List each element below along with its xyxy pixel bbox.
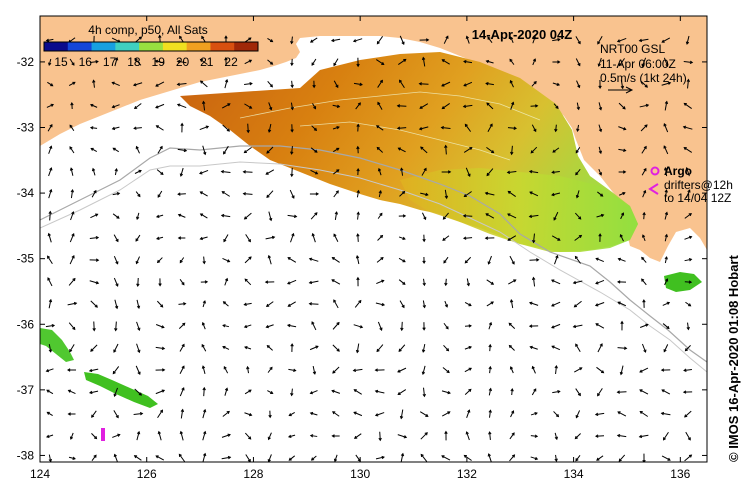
argo-float-track (101, 428, 105, 441)
argo-label: Argo (664, 164, 692, 178)
colorbar-segment (210, 42, 234, 51)
colorbar-tick-label: 16 (79, 55, 93, 69)
drifter-time-label: to 14/04 12Z (664, 191, 731, 205)
lat-tick-label: -33 (17, 121, 35, 135)
lat-tick-label: -38 (17, 448, 35, 462)
lon-tick-label: 124 (30, 467, 50, 481)
colorbar-segment (68, 42, 92, 51)
colorbar-segment (139, 42, 163, 51)
colorbar-tick-label: 21 (200, 55, 214, 69)
colorbar-tick-label: 15 (54, 55, 68, 69)
lat-tick-label: -35 (17, 252, 35, 266)
lon-tick-label: 136 (670, 467, 690, 481)
date-title: 14-Apr-2020 04Z (472, 27, 572, 42)
colorbar-title: 4h comp, p50, All Sats (88, 23, 207, 37)
colorbar-segment (92, 42, 116, 51)
colorbar-tick-label: 17 (103, 55, 117, 69)
lat-tick-label: -36 (17, 317, 35, 331)
colorbar-tick-label: 19 (152, 55, 166, 69)
colorbar-segment (187, 42, 211, 51)
lat-tick-label: -34 (17, 186, 35, 200)
current-time-label: 11-Apr 06:00Z (600, 57, 676, 71)
colorbar-tick-label: 20 (176, 55, 190, 69)
lat-tick-label: -32 (17, 55, 35, 69)
drifter-label: drifters@12h (664, 178, 733, 192)
lon-tick-label: 134 (564, 467, 584, 481)
colorbar-segment (234, 42, 258, 51)
colorbar-tick-label: 22 (224, 55, 238, 69)
lat-tick-label: -37 (17, 383, 35, 397)
lon-tick-label: 126 (137, 467, 157, 481)
current-scale-label: 0.5m/s (1kt 24h) (600, 71, 687, 85)
lon-tick-label: 128 (243, 467, 263, 481)
colorbar-segment (163, 42, 187, 51)
colorbar-swatch (44, 42, 259, 51)
lon-tick-label: 132 (457, 467, 477, 481)
credit-label: © IMOS 16-Apr-2020 01:08 Hobart (726, 255, 741, 462)
lon-tick-label: 130 (350, 467, 370, 481)
current-source-label: NRT00 GSL (600, 42, 665, 56)
colorbar-tick-label: 18 (127, 55, 141, 69)
colorbar-segment (44, 42, 68, 51)
colorbar-segment (115, 42, 139, 51)
